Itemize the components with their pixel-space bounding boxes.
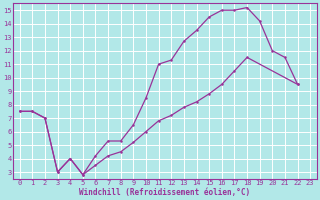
X-axis label: Windchill (Refroidissement éolien,°C): Windchill (Refroidissement éolien,°C) xyxy=(79,188,251,197)
